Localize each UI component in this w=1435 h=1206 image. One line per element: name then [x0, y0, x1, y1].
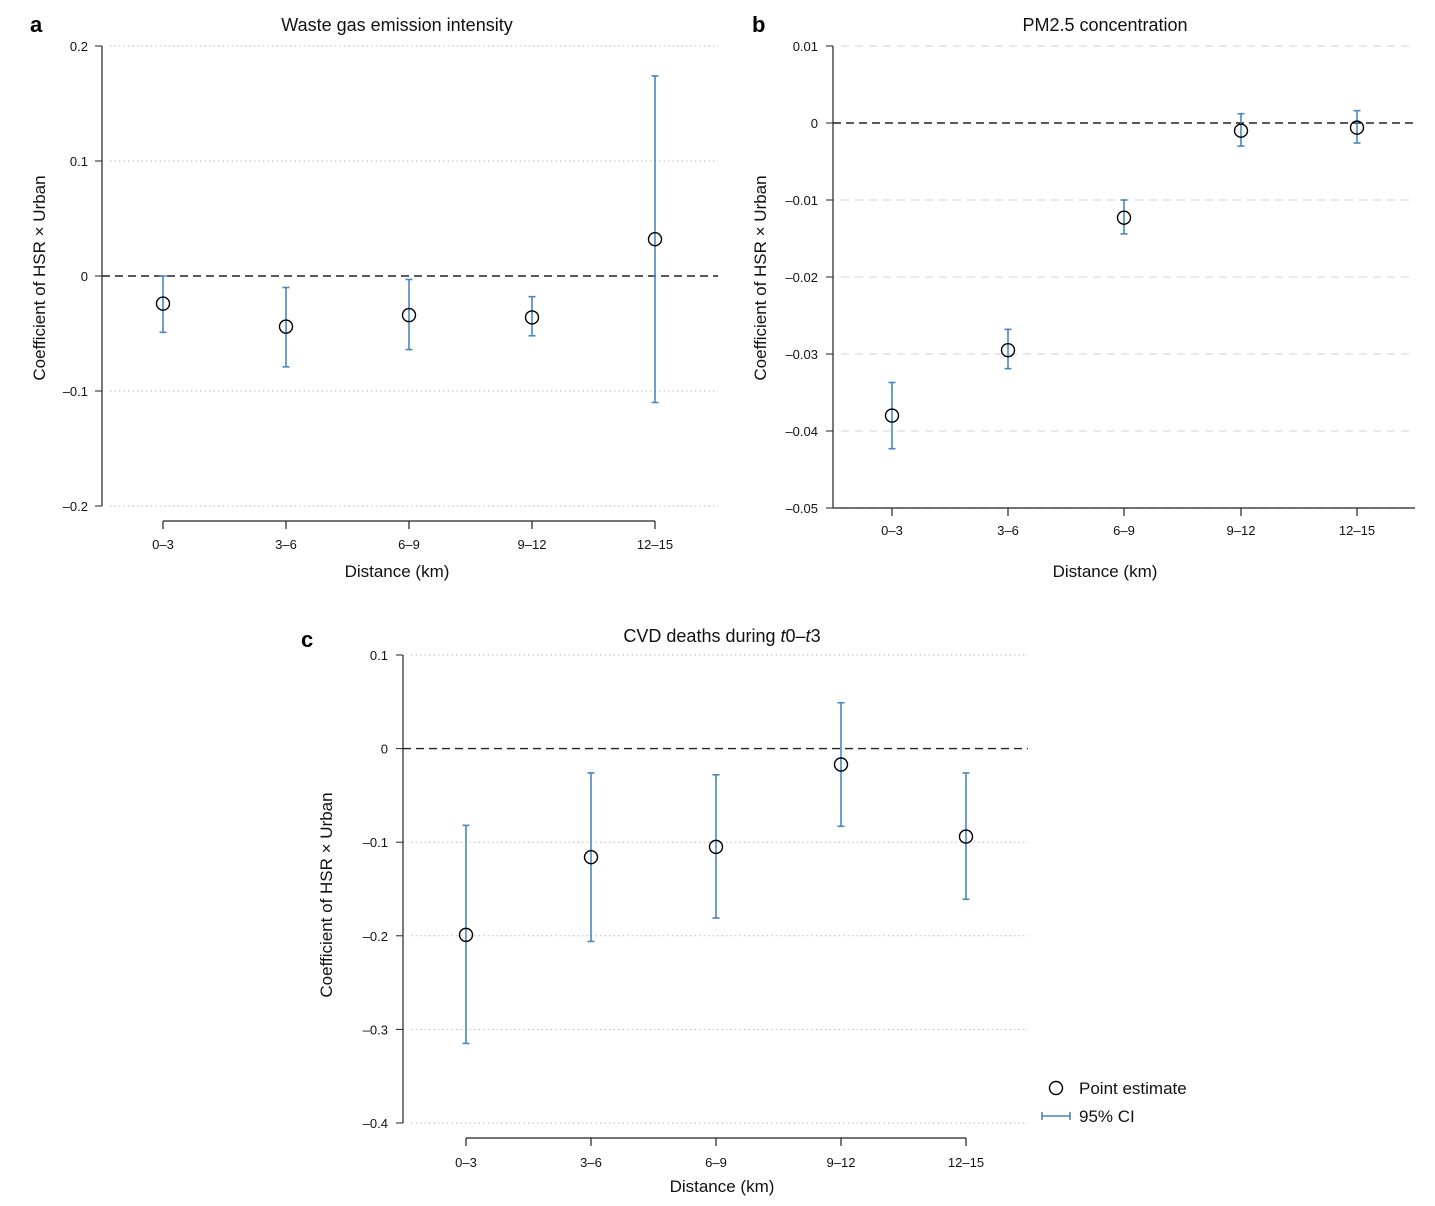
- y-tick-label: –0.2: [363, 929, 388, 944]
- y-axis-label: Coefficient of HSR × Urban: [317, 792, 336, 997]
- error-bar-3–6: [587, 772, 595, 943]
- point-estimate-9–12: [524, 310, 540, 325]
- legend-ci-label: 95% CI: [1079, 1107, 1135, 1126]
- point-estimate-12–15: [1349, 120, 1365, 135]
- x-axis-label: Distance (km): [1053, 562, 1158, 581]
- error-bar-9–12: [1237, 112, 1245, 147]
- panel-a: a Waste gas emission intensity 0.2 0.1 0 –0.1…: [30, 12, 718, 581]
- y-tick-label: 0: [81, 269, 88, 284]
- y-tick-label: –0.04: [785, 424, 818, 439]
- x-tick-label: 0–3: [152, 537, 174, 552]
- point-estimate-12–15: [958, 829, 974, 844]
- panel-letter: b: [752, 12, 765, 37]
- point-estimate-12–15: [647, 231, 663, 247]
- error-bar-9–12: [528, 295, 536, 337]
- error-bar-0–3: [159, 275, 167, 334]
- y-tick-label: –0.02: [785, 270, 818, 285]
- error-bar-3–6: [282, 286, 290, 368]
- title-part: PM2.5 concentration: [1022, 15, 1187, 35]
- panel-letter: a: [30, 12, 43, 37]
- error-bar-0–3: [888, 381, 896, 450]
- panel-b: b PM2.5 concentration 0.01 0 –0.01 –0.02 –0.03…: [751, 12, 1415, 581]
- error-bar-0–3: [462, 824, 470, 1045]
- error-bar-9–12: [837, 701, 845, 828]
- x-tick-label: 12–15: [637, 537, 673, 552]
- y-tick-label: 0.2: [70, 39, 88, 54]
- error-bar-12–15: [1353, 109, 1361, 144]
- point-estimate-9–12: [833, 757, 849, 772]
- point-estimate-3–6: [583, 849, 599, 865]
- error-bar-12–15: [962, 772, 970, 901]
- x-tick-label: 6–9: [1113, 523, 1135, 538]
- title-part: Waste gas emission intensity: [281, 15, 512, 35]
- chart-title: Waste gas emission intensity: [281, 15, 512, 35]
- chart-title: CVD deaths during t0–t3: [623, 626, 820, 646]
- x-tick-label: 9–12: [518, 537, 547, 552]
- point-estimate-0–3: [884, 408, 900, 423]
- point-estimate-6–9: [401, 307, 417, 323]
- title-part: 3: [811, 626, 821, 646]
- panel-letter: c: [301, 627, 313, 652]
- chart-title: PM2.5 concentration: [1022, 15, 1187, 35]
- y-axis-label: Coefficient of HSR × Urban: [30, 175, 49, 380]
- y-tick-label: –0.01: [785, 193, 818, 208]
- x-axis-label: Distance (km): [345, 562, 450, 581]
- y-axis-label: Coefficient of HSR × Urban: [751, 175, 770, 380]
- x-tick-label: 3–6: [580, 1155, 602, 1170]
- point-estimate-0–3: [155, 296, 171, 311]
- y-tick-label: –0.1: [363, 835, 388, 850]
- point-estimate-0–3: [458, 927, 474, 943]
- y-tick-label: 0: [381, 742, 388, 757]
- y-tick-label: –0.05: [785, 501, 818, 516]
- legend: Point estimate 95% CI: [1041, 1079, 1187, 1126]
- y-tick-label: 0.1: [70, 154, 88, 169]
- x-tick-label: 6–9: [705, 1155, 727, 1170]
- error-bar-6–9: [1120, 199, 1128, 235]
- error-bar-12–15: [651, 75, 659, 404]
- y-tick-label: –0.3: [363, 1022, 388, 1037]
- y-tick-label: –0.4: [363, 1116, 388, 1131]
- title-part: t: [781, 626, 787, 646]
- x-tick-label: 0–3: [455, 1155, 477, 1170]
- title-part: t: [806, 626, 812, 646]
- point-estimate-6–9: [1116, 210, 1132, 225]
- y-tick-label: 0: [811, 116, 818, 131]
- title-part: 0–: [786, 626, 806, 646]
- y-tick-label: –0.2: [63, 499, 88, 514]
- y-tick-label: 0.1: [370, 648, 388, 663]
- x-tick-label: 12–15: [948, 1155, 984, 1170]
- x-tick-label: 12–15: [1339, 523, 1375, 538]
- y-tick-label: 0.01: [793, 39, 818, 54]
- x-axis-label: Distance (km): [670, 1177, 775, 1196]
- point-estimate-9–12: [1233, 123, 1249, 138]
- panel-c: c CVD deaths during t0–t30.10–0.1–0.2–0.3…: [301, 626, 1028, 1196]
- legend-point-label: Point estimate: [1079, 1079, 1187, 1098]
- legend-ci-icon: [1041, 1112, 1071, 1120]
- point-estimate-3–6: [1000, 342, 1016, 358]
- x-tick-label: 0–3: [881, 523, 903, 538]
- x-tick-label: 3–6: [275, 537, 297, 552]
- error-bar-6–9: [712, 774, 720, 919]
- x-tick-label: 9–12: [827, 1155, 856, 1170]
- point-estimate-3–6: [278, 319, 294, 334]
- point-estimate-6–9: [708, 839, 724, 855]
- x-tick-label: 3–6: [997, 523, 1019, 538]
- legend-point-icon: [1048, 1080, 1064, 1096]
- x-tick-label: 9–12: [1227, 523, 1256, 538]
- x-tick-label: 6–9: [398, 537, 420, 552]
- title-part: CVD deaths during: [623, 626, 780, 646]
- error-bar-3–6: [1004, 328, 1012, 370]
- error-bar-6–9: [405, 278, 413, 351]
- y-tick-label: –0.03: [785, 347, 818, 362]
- y-tick-label: –0.1: [63, 384, 88, 399]
